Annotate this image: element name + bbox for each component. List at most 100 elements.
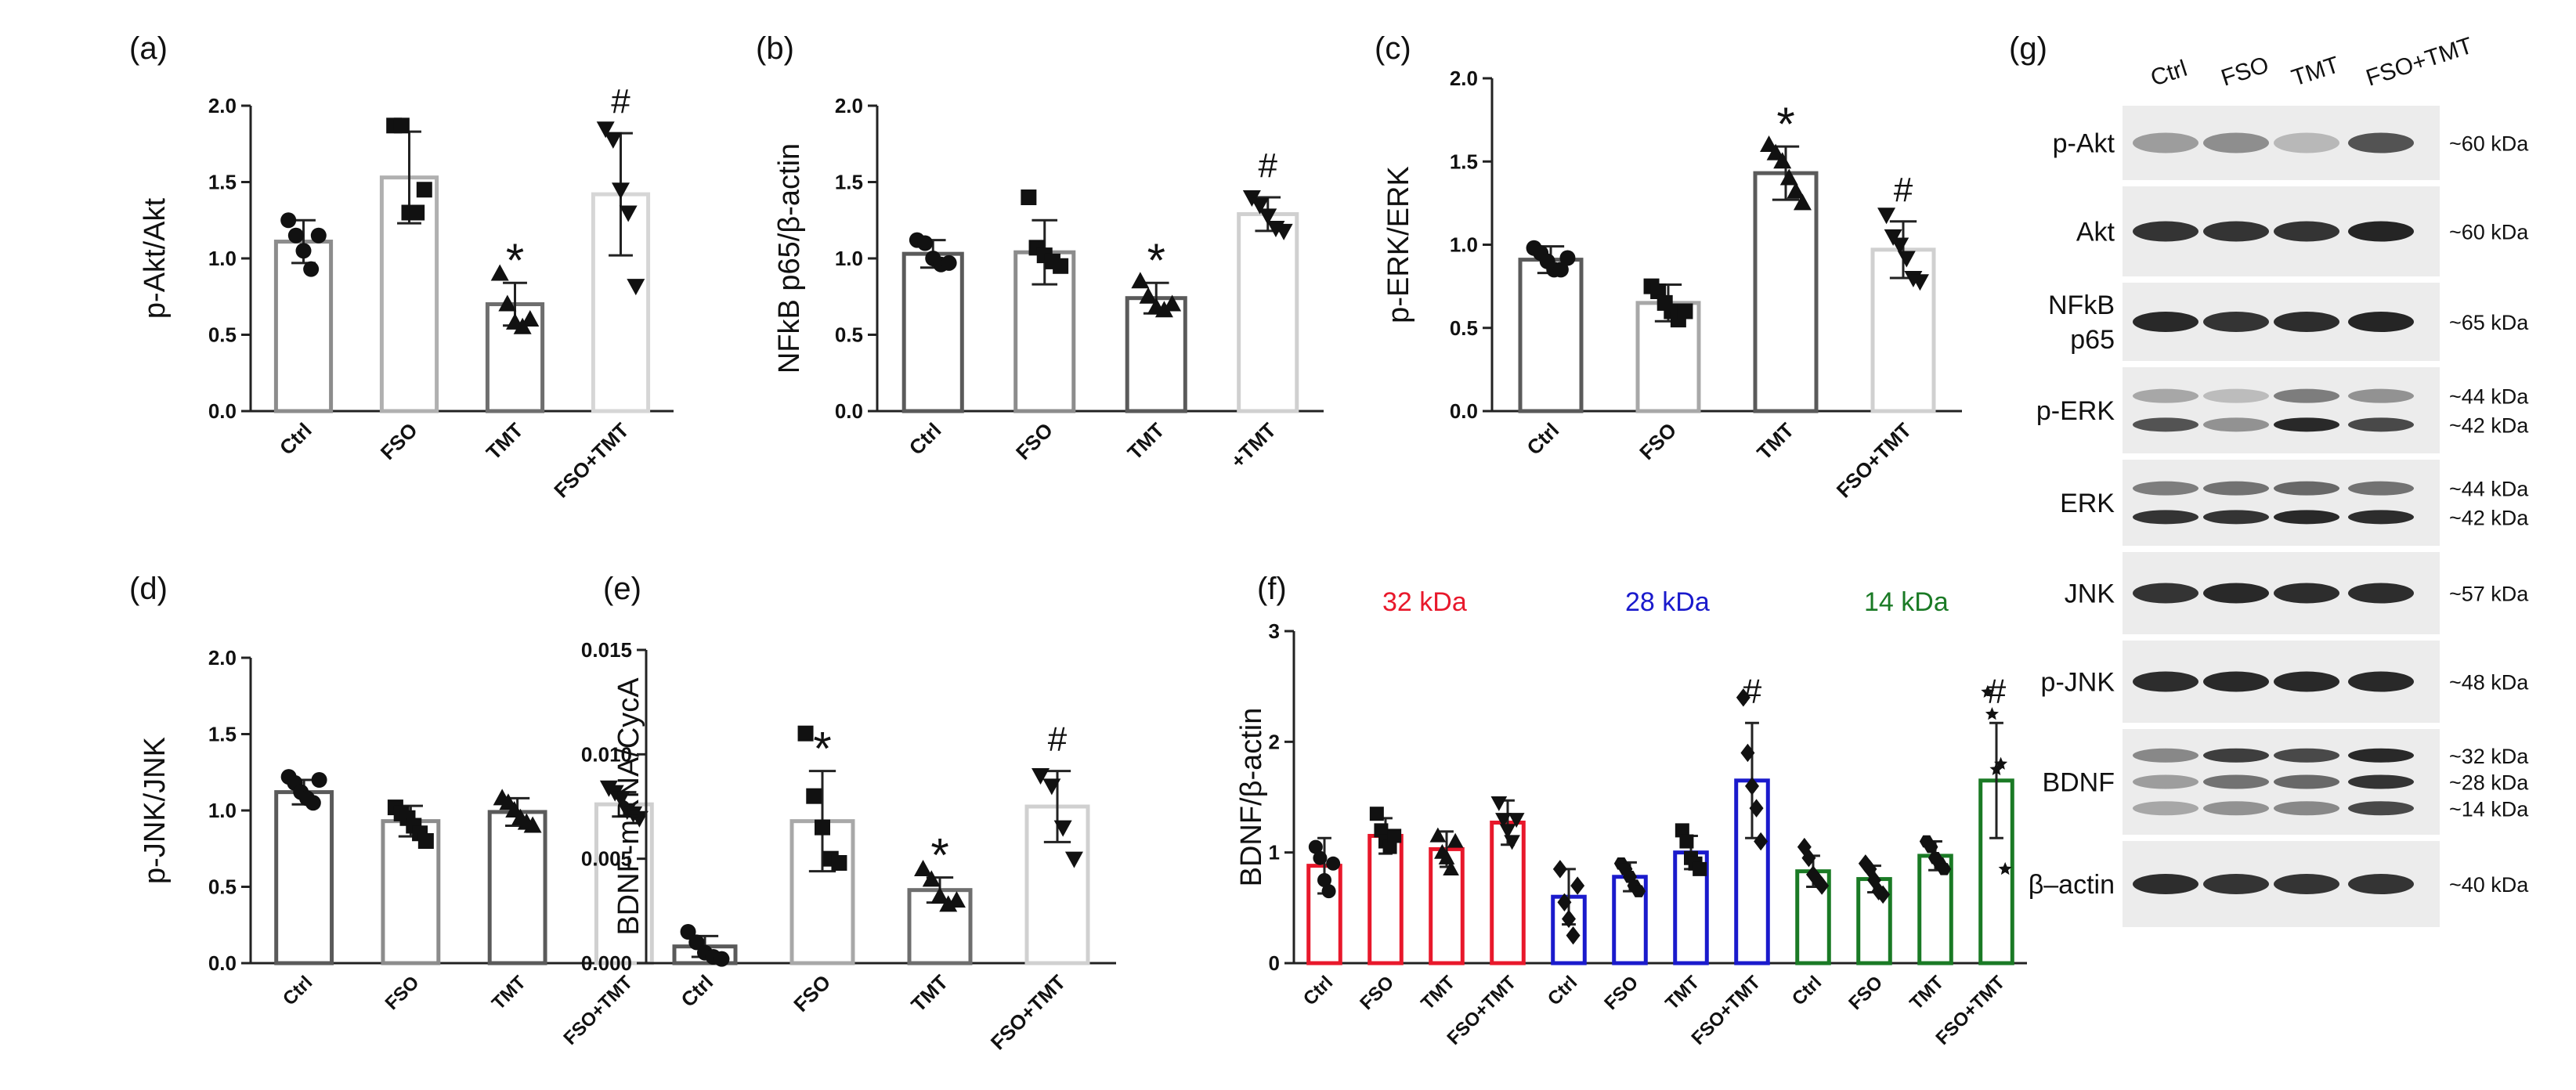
x-tick-label: FSO	[1600, 972, 1642, 1014]
blot-band	[2348, 388, 2414, 403]
y-tick-label: 0.5	[208, 323, 237, 347]
data-point-marker	[930, 886, 949, 904]
data-point-marker	[1679, 834, 1694, 849]
data-point-marker	[922, 870, 941, 887]
blot-band	[2274, 874, 2339, 894]
blot-band	[2203, 388, 2269, 403]
panel-label: (d)	[129, 572, 168, 606]
blot-row-label: p-JNK	[2041, 668, 2115, 698]
blot-band	[2348, 481, 2414, 496]
blot-band	[2348, 312, 2414, 332]
lane-label: TMT	[2289, 52, 2343, 91]
blot-band	[2274, 221, 2339, 242]
data-point-marker	[1021, 189, 1037, 205]
data-point-marker	[619, 205, 638, 222]
data-point-marker	[498, 294, 517, 312]
band-size-label: ~65 kDa	[2449, 311, 2529, 334]
band-size-label: ~44 kDa	[2449, 385, 2529, 409]
bar	[1518, 258, 1584, 413]
x-tick-label: FSO+TMT	[1832, 418, 1917, 503]
y-tick-label: 2	[1269, 730, 1280, 753]
x-tick-label: TMT	[906, 970, 952, 1016]
data-point-marker	[1438, 849, 1455, 864]
blot-band	[2203, 874, 2269, 894]
blot-band	[2133, 132, 2198, 153]
data-point-marker	[1259, 208, 1277, 226]
y-tick-label: 2.0	[835, 94, 863, 117]
x-tick-label: Ctrl	[1788, 972, 1826, 1009]
y-tick-label: 1.5	[208, 171, 237, 194]
y-tick-label: 0.0	[208, 399, 237, 423]
bar	[1490, 821, 1526, 965]
y-axis-label: p-ERK/ERK	[1382, 166, 1415, 323]
blot-row-label: BDNF	[2042, 768, 2115, 798]
significance-annotation: *	[930, 829, 948, 882]
data-point-marker	[1740, 743, 1755, 763]
data-point-marker	[1499, 824, 1516, 839]
data-point-marker	[939, 895, 958, 912]
data-point-marker	[417, 833, 434, 849]
x-tick-label: FSO	[1356, 972, 1398, 1014]
x-tick-label: FSO	[1844, 972, 1887, 1014]
blot-band	[2133, 874, 2198, 894]
y-tick-label: 1.5	[208, 723, 237, 746]
x-tick-label: Ctrl	[676, 970, 717, 1012]
blot-band	[2274, 481, 2339, 496]
data-point-marker	[1387, 828, 1402, 843]
data-point-marker	[1677, 303, 1693, 319]
blot-band	[2274, 510, 2339, 525]
blot-row-label: β–actin	[2029, 870, 2115, 900]
blot-band	[2274, 774, 2339, 789]
significance-annotation: *	[1147, 234, 1165, 287]
x-tick-label: FSO	[1635, 418, 1681, 464]
band-size-label: ~57 kDa	[2449, 583, 2529, 606]
significance-annotation: #	[1894, 171, 1913, 209]
data-point-marker	[310, 227, 327, 244]
blot-band	[2348, 748, 2414, 763]
bar	[487, 810, 547, 965]
data-point-marker	[1787, 182, 1805, 199]
data-point-marker	[1274, 223, 1293, 240]
band-size-label: ~40 kDa	[2449, 873, 2529, 897]
y-tick-label: 0.5	[835, 323, 863, 347]
data-point-marker	[1447, 832, 1464, 848]
data-point-marker	[1876, 885, 1891, 904]
band-size-label: ~32 kDa	[2449, 745, 2529, 768]
blot-band	[2274, 388, 2339, 403]
data-point-marker	[295, 243, 312, 259]
y-tick-label: 2.0	[208, 94, 237, 117]
blot-band	[2133, 748, 2198, 763]
data-point-marker	[1749, 799, 1764, 818]
y-tick-label: 0.010	[581, 742, 632, 766]
y-tick-label: 1.0	[1450, 233, 1478, 257]
data-point-marker	[1754, 832, 1769, 851]
y-tick-label: 0.015	[581, 638, 632, 662]
x-tick-label: Ctrl	[1299, 972, 1337, 1009]
data-point-marker	[1443, 861, 1459, 875]
data-point-marker	[1884, 229, 1902, 246]
band-size-label: ~60 kDa	[2449, 221, 2529, 244]
data-point-marker	[947, 891, 966, 908]
data-point-marker	[1064, 851, 1083, 868]
data-point-marker	[1154, 301, 1173, 318]
y-tick-label: 1.5	[835, 171, 863, 194]
data-point-marker	[1981, 684, 1995, 698]
data-point-marker	[1321, 884, 1336, 899]
data-point-marker	[1495, 813, 1512, 828]
data-point-marker	[1877, 208, 1896, 225]
blot-band	[2274, 312, 2339, 332]
data-point-marker	[914, 860, 933, 876]
band-size-label: ~48 kDa	[2449, 671, 2529, 695]
blot-strip	[2123, 460, 2440, 546]
data-point-marker	[1031, 768, 1050, 785]
data-point-marker	[630, 810, 649, 828]
data-point-marker	[393, 117, 410, 134]
chart-panel-e: (e) BDNF-mRNA/CycA 0.000 0.005 0.010 0.015 Ctr…	[581, 572, 1116, 1055]
y-tick-label: 1.0	[835, 247, 863, 270]
data-point-marker	[1773, 152, 1792, 169]
y-tick-label: 0.5	[208, 875, 237, 899]
data-point-marker	[1779, 168, 1798, 186]
data-point-marker	[596, 121, 615, 139]
legend-entry: 28 kDa	[1625, 587, 1710, 617]
